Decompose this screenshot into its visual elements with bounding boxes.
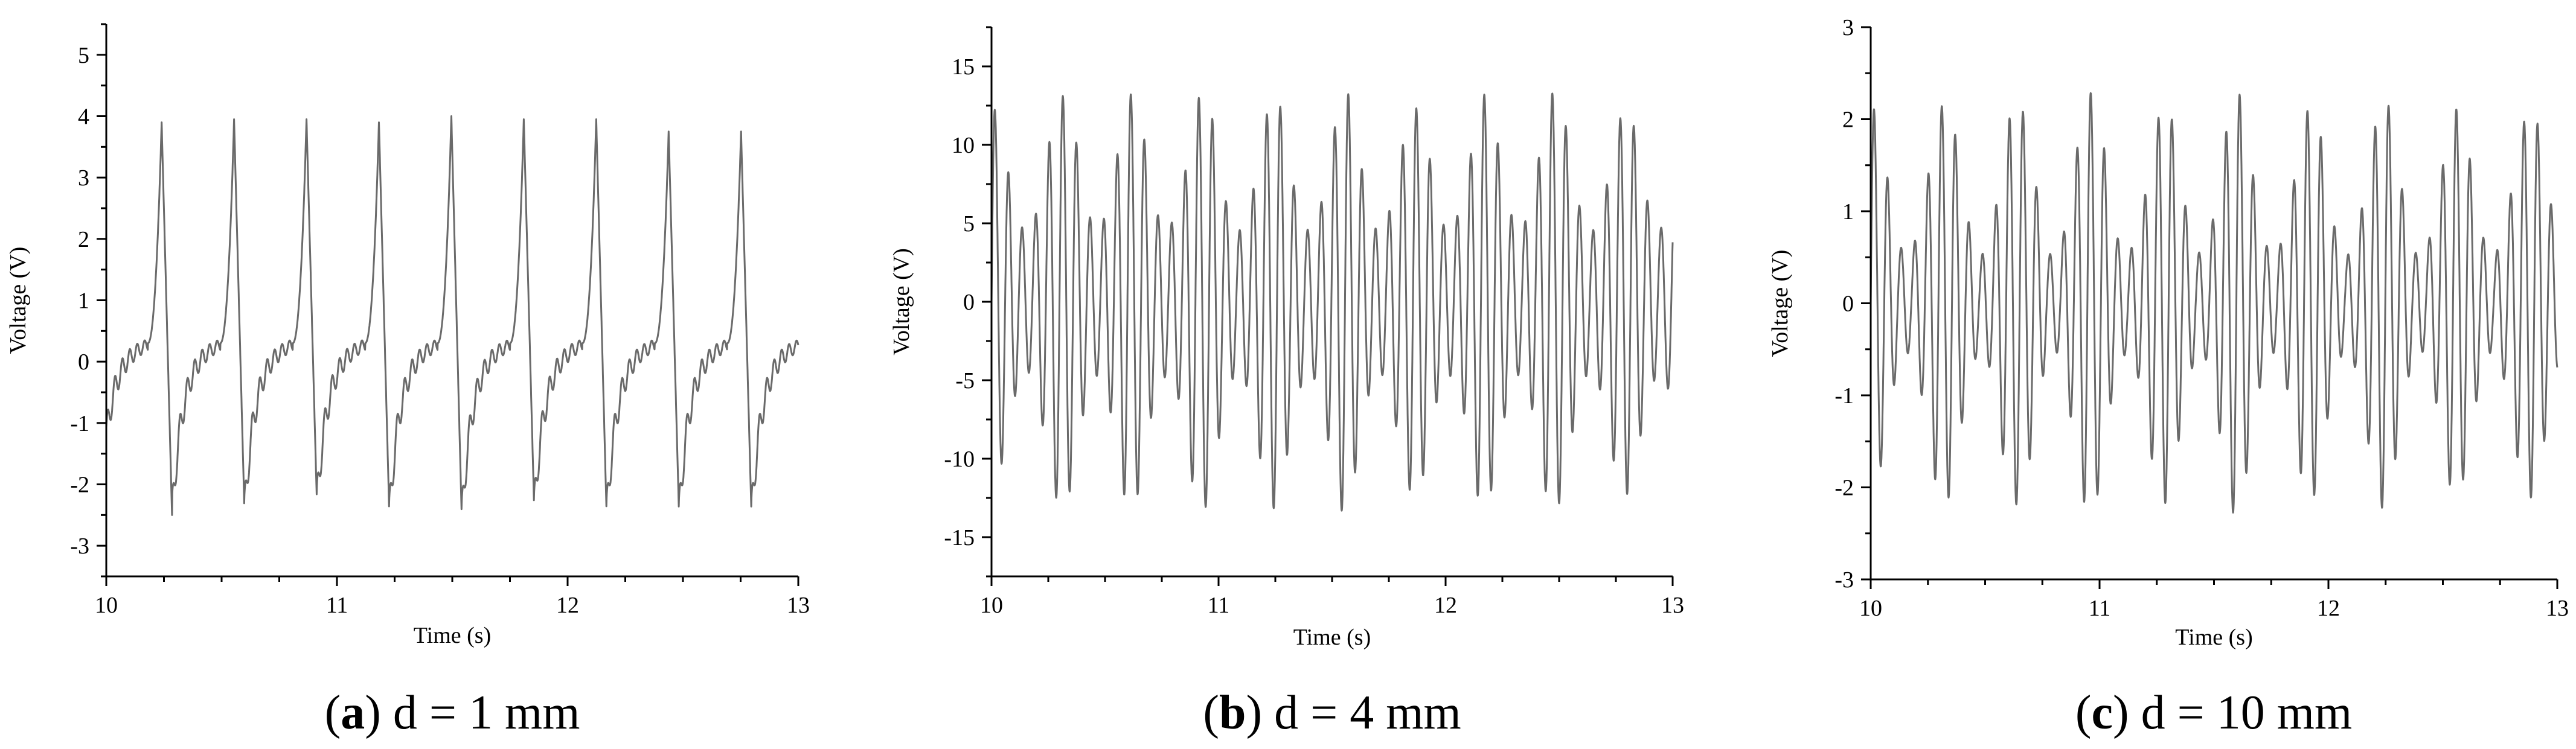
y-tick-label: 0 <box>78 349 89 375</box>
x-tick-label: 11 <box>326 593 348 618</box>
y-tick-label: 2 <box>78 227 89 252</box>
x-tick-label: 12 <box>1434 593 1457 618</box>
caption-paren: ( <box>1203 686 1219 739</box>
panel-caption: (a) d = 1 mm <box>325 686 580 739</box>
y-tick-label: -10 <box>944 447 975 472</box>
y-tick-label: 5 <box>78 43 89 68</box>
caption-text: ) d = 1 mm <box>365 686 580 739</box>
y-tick-label: 0 <box>963 290 975 315</box>
caption-text: ) d = 10 mm <box>2113 686 2352 739</box>
x-tick-label: 12 <box>556 593 579 618</box>
y-axis-title: Voltage (V) <box>1767 250 1793 357</box>
y-tick-label: -3 <box>1834 567 1854 593</box>
x-tick-label: 13 <box>2546 596 2569 621</box>
caption-paren: ( <box>325 686 341 739</box>
y-tick-label: -1 <box>70 411 89 436</box>
y-tick-label: -15 <box>944 525 975 550</box>
chart-b: -15 -10 -5 0 5 10 15 10 11 12 13 Time (s) Voltage (V… <box>889 26 1684 739</box>
series-line <box>1870 92 2558 514</box>
caption-letter: c <box>2091 686 2113 739</box>
x-axis-title: Time (s) <box>414 623 491 648</box>
y-tick-label: 3 <box>78 165 89 191</box>
series-line <box>105 115 799 516</box>
y-tick-label: -1 <box>1834 383 1854 409</box>
x-tick-label: 10 <box>980 593 1003 618</box>
y-tick-label: 1 <box>1842 199 1854 225</box>
y-tick-label: -2 <box>1834 476 1854 501</box>
x-tick-label: 11 <box>1208 593 1230 618</box>
y-tick-label: 4 <box>78 104 89 130</box>
y-tick-label: -5 <box>955 368 975 394</box>
y-tick-label: 15 <box>952 54 975 80</box>
x-tick-label: 10 <box>1859 596 1882 621</box>
caption-letter: b <box>1219 686 1246 739</box>
x-tick-label: 13 <box>1661 593 1684 618</box>
y-tick-label: 1 <box>78 288 89 314</box>
y-axis-title: Voltage (V) <box>889 248 914 355</box>
x-tick-label: 13 <box>787 593 810 618</box>
y-axis-title: Voltage (V) <box>5 247 31 354</box>
x-tick-label: 10 <box>95 593 118 618</box>
x-tick-label: 12 <box>2317 596 2340 621</box>
panel-caption: (c) d = 10 mm <box>2075 686 2352 739</box>
panel-caption: (b) d = 4 mm <box>1203 686 1461 739</box>
x-tick-label: 11 <box>2089 596 2111 621</box>
x-axis-title: Time (s) <box>2175 625 2252 650</box>
caption-text: ) d = 4 mm <box>1246 686 1461 739</box>
y-tick-label: -3 <box>70 534 89 559</box>
y-tick-label: 2 <box>1842 107 1854 133</box>
caption-paren: ( <box>2075 686 2092 739</box>
y-tick-label: 10 <box>952 133 975 158</box>
caption-letter: a <box>341 686 365 739</box>
y-tick-label: 0 <box>1842 292 1854 317</box>
y-tick-label: 3 <box>1842 15 1854 40</box>
x-axis-title: Time (s) <box>1293 625 1371 650</box>
y-tick-label: 5 <box>963 211 975 237</box>
series-line <box>990 92 1674 512</box>
y-tick-label: -2 <box>70 473 89 498</box>
